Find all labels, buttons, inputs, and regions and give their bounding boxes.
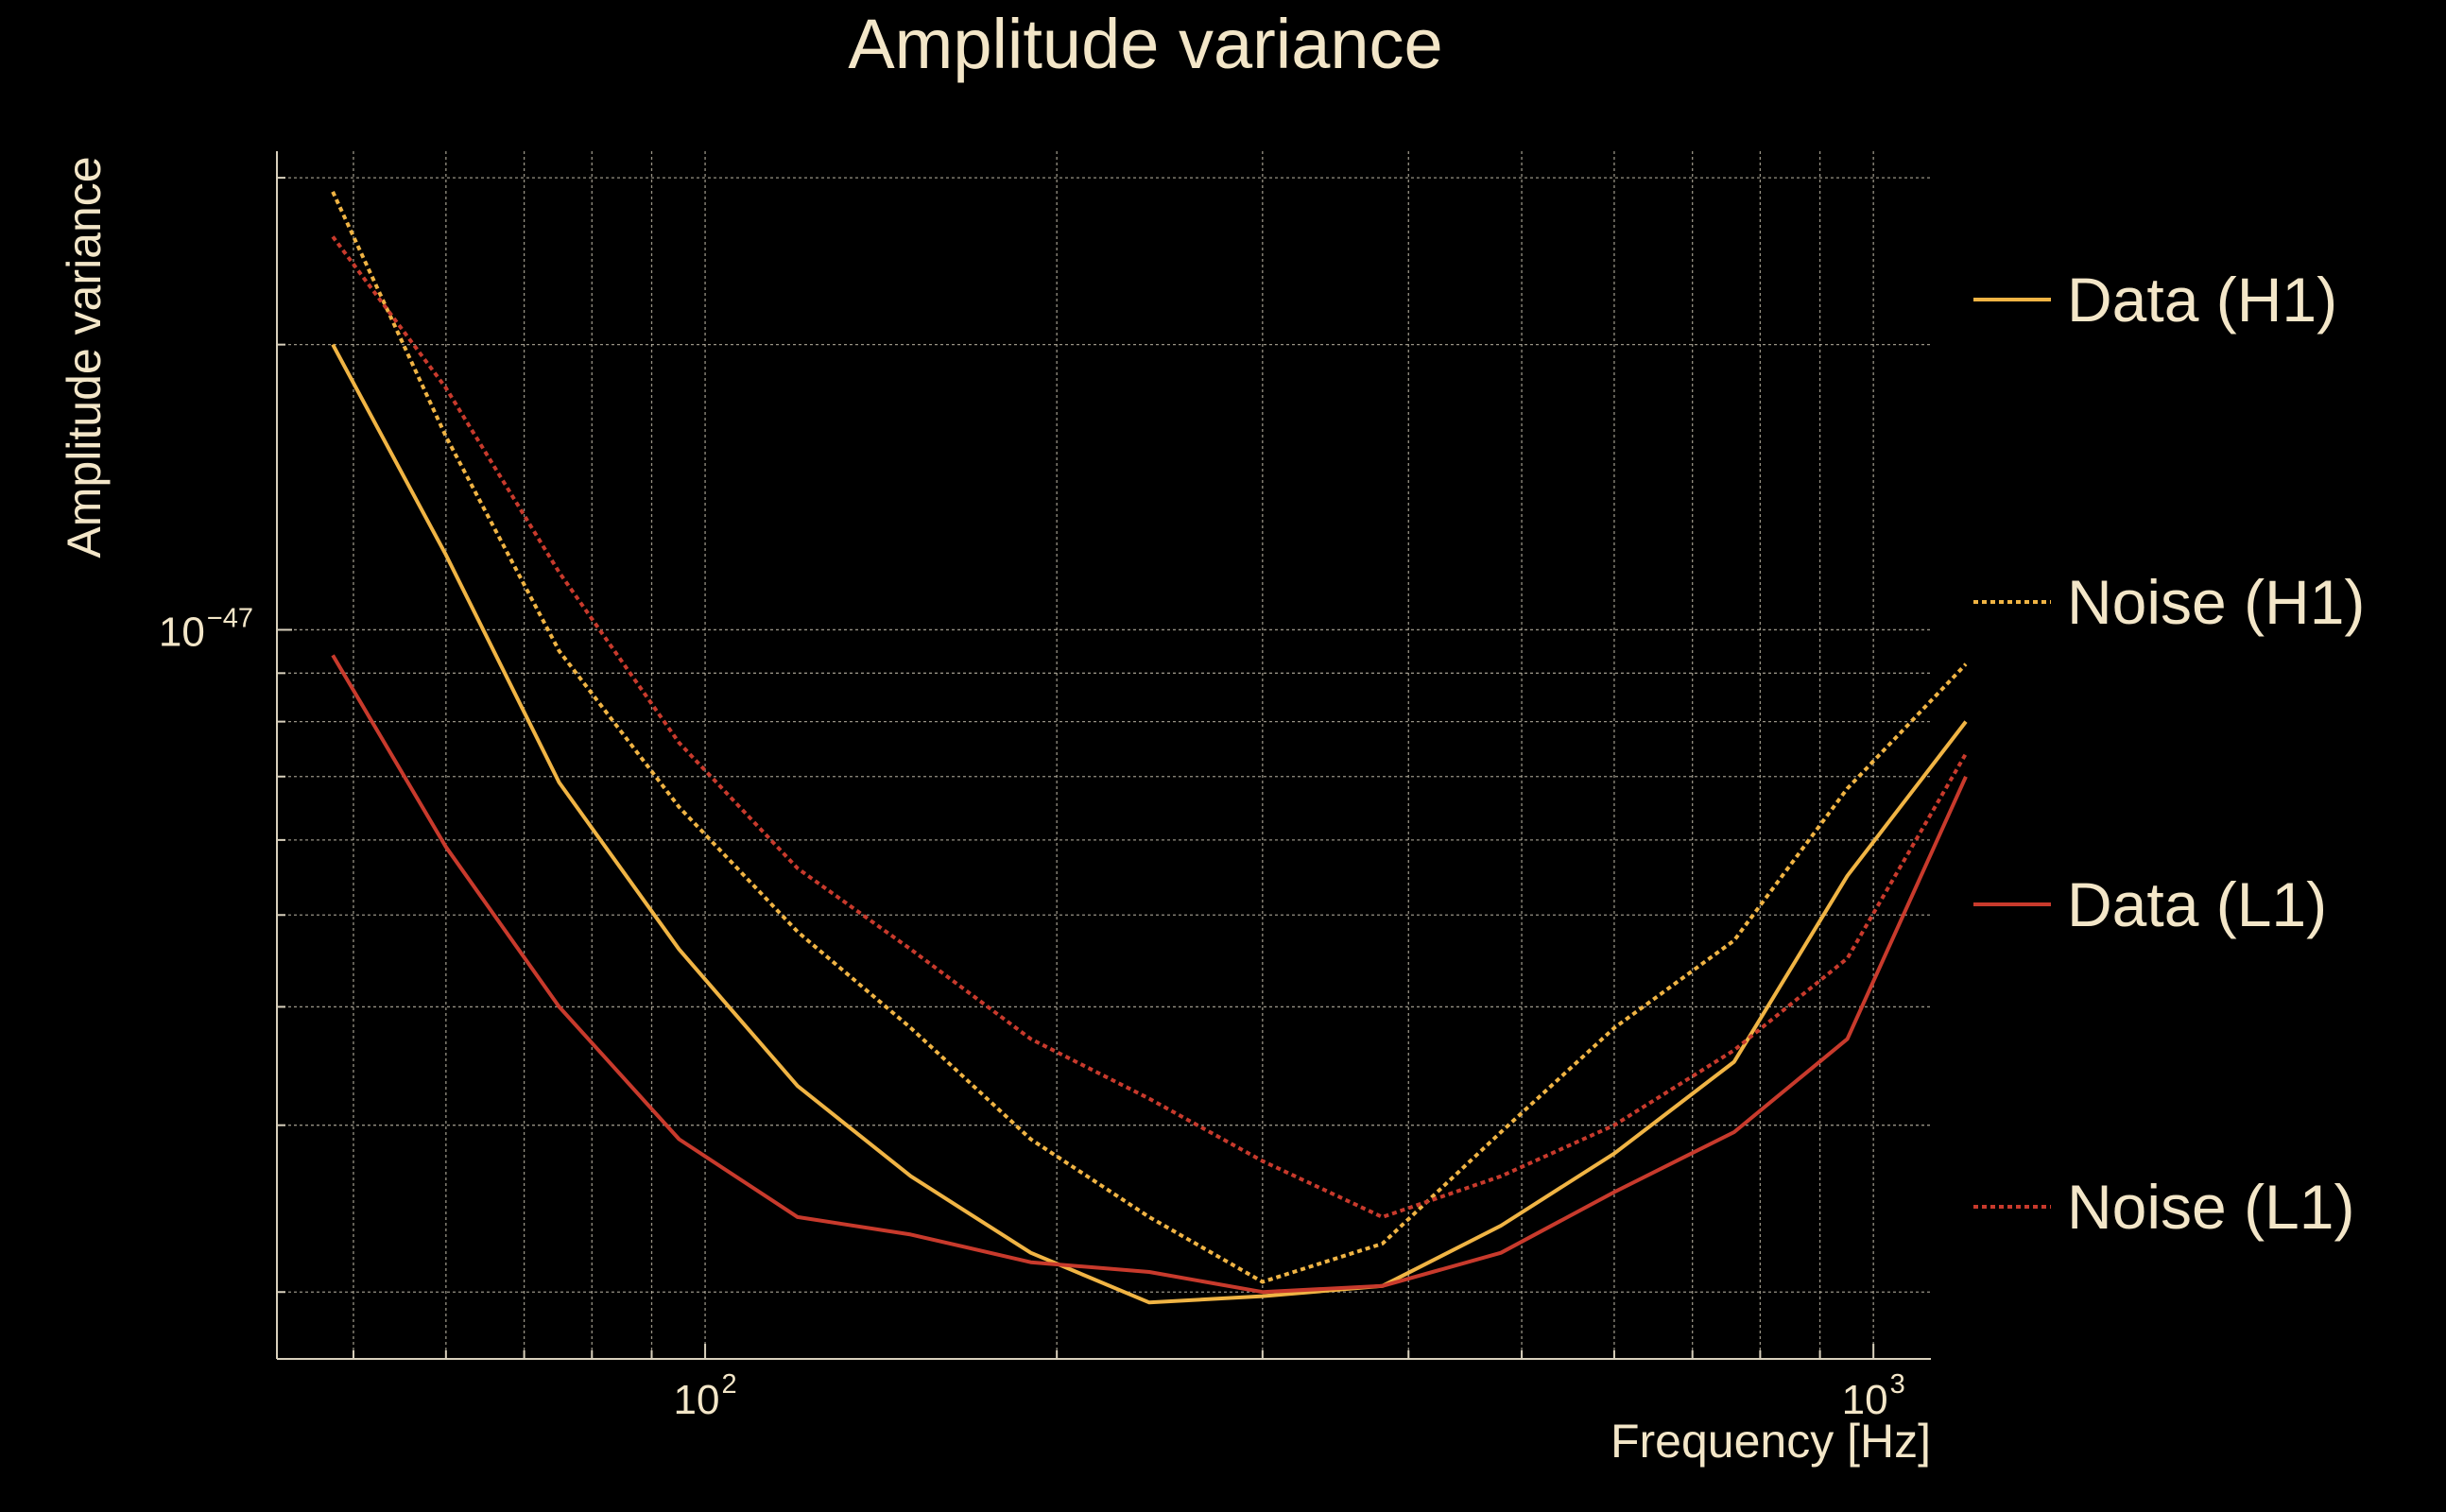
legend-item: Data (H1) [1973,265,2337,335]
plot-series [331,191,1968,1305]
x-tick-label: 10 3 [1842,1369,1905,1423]
legend-item: Data (L1) [1973,869,2327,939]
y-axis-label: Amplitude variance [58,156,111,558]
series-line [331,654,1968,1295]
legend: Data (H1) Noise (H1) Data (L1) Noise (L1) [1973,265,2365,1242]
axes-frame [276,151,1931,1360]
x-tick-label: 10 2 [674,1369,737,1423]
legend-label: Noise (L1) [2067,1172,2354,1242]
grid [277,151,1931,1359]
legend-item: Noise (H1) [1973,567,2365,637]
chart-title: Amplitude variance [848,5,1442,83]
x-axis-label: Frequency [Hz] [1611,1415,1931,1468]
series-line [331,235,1968,1219]
y-tick-exponent: −47 [207,603,253,633]
x-tick-exponent: 3 [1890,1369,1905,1400]
legend-label: Data (H1) [2067,265,2337,335]
x-tick-base: 10 [1842,1377,1888,1423]
x-tick-exponent: 2 [721,1369,736,1400]
series-line [331,191,1968,1284]
legend-item: Noise (L1) [1973,1172,2354,1242]
legend-label: Data (L1) [2067,869,2327,939]
legend-label: Noise (H1) [2067,567,2365,637]
y-tick-base: 10 [159,609,205,655]
series-line [331,343,1968,1305]
x-tick-base: 10 [674,1377,720,1423]
